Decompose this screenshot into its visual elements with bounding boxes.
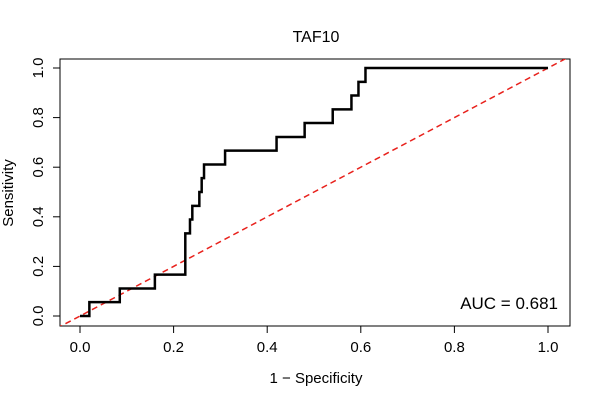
chart-title: TAF10	[293, 29, 340, 46]
chance-diagonal-line	[60, 59, 567, 326]
x-tick-label: 0.8	[444, 339, 465, 356]
y-tick-label: 0.4	[30, 206, 47, 227]
y-tick-label: 0.6	[30, 157, 47, 178]
auc-annotation: AUC = 0.681	[460, 294, 558, 313]
x-axis-label: 1 − Specificity	[270, 370, 363, 387]
y-tick-label: 0.0	[30, 306, 47, 327]
plot-area	[60, 59, 567, 326]
x-axis: 0.0 0.2 0.4 0.6 0.8 1.0	[70, 325, 559, 356]
x-tick-label: 0.0	[70, 339, 91, 356]
x-tick-label: 0.2	[163, 339, 184, 356]
y-tick-label: 0.2	[30, 256, 47, 277]
y-tick-label: 0.8	[30, 107, 47, 128]
x-tick-label: 1.0	[538, 339, 559, 356]
y-axis-label: Sensitivity	[0, 159, 17, 227]
y-axis: 0.0 0.2 0.4 0.6 0.8 1.0	[30, 58, 61, 327]
x-tick-label: 0.6	[350, 339, 371, 356]
y-tick-label: 1.0	[30, 58, 47, 79]
x-tick-label: 0.4	[257, 339, 278, 356]
roc-curve-line	[80, 66, 548, 318]
